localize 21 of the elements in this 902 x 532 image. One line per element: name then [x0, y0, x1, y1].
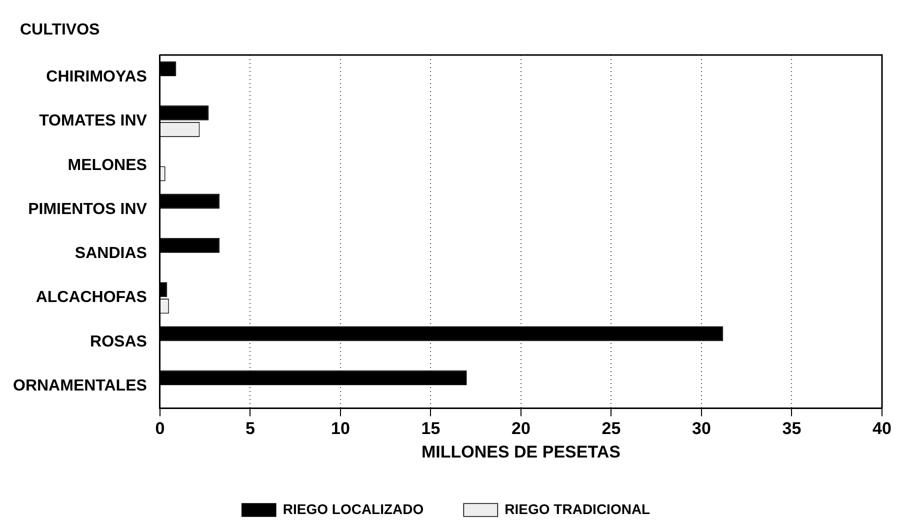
- y-tick-label: ROSAS: [90, 333, 148, 350]
- x-tick-label: 35: [782, 419, 802, 438]
- legend-label: RIEGO LOCALIZADO: [282, 500, 424, 517]
- y-tick-label: ALCACHOFAS: [36, 289, 148, 306]
- y-tick-label: ORNAMENTALES: [13, 378, 148, 395]
- legend-label: RIEGO TRADICIONAL: [504, 500, 651, 517]
- x-tick-label: 30: [692, 419, 711, 438]
- x-tick-label: 15: [421, 419, 440, 438]
- x-tick-label: 0: [155, 419, 165, 438]
- x-tick-label: 40: [872, 419, 892, 438]
- y-tick-label: TOMATES INV: [39, 112, 148, 130]
- y-tick-label: SANDIAS: [74, 245, 148, 262]
- x-tick-label: 10: [330, 419, 350, 438]
- x-axis-title: MILLONES DE PESETAS: [421, 442, 620, 462]
- x-tick-label: 20: [512, 419, 530, 438]
- y-axis-title: CULTIVOS: [20, 21, 100, 38]
- x-tick-label: 25: [602, 419, 621, 438]
- y-tick-label: CHIRIMOYAS: [46, 68, 148, 86]
- y-tick-label: PIMIENTOS INV: [28, 200, 148, 218]
- y-tick-label: MELONES: [68, 156, 148, 174]
- x-tick-label: 5: [245, 419, 255, 438]
